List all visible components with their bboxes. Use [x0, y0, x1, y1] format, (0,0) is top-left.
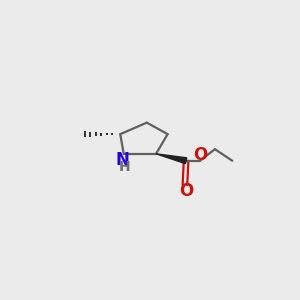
Text: O: O	[179, 182, 193, 200]
Text: N: N	[116, 151, 130, 169]
Polygon shape	[156, 154, 187, 164]
Text: O: O	[193, 146, 207, 164]
Text: H: H	[118, 160, 130, 174]
